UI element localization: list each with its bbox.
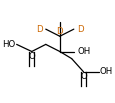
Text: D: D: [36, 25, 42, 34]
Text: OH: OH: [99, 67, 112, 76]
Text: HO: HO: [2, 40, 15, 49]
Text: OH: OH: [76, 47, 90, 56]
Text: D: D: [76, 25, 83, 34]
Text: O: O: [79, 72, 86, 81]
Text: O: O: [28, 52, 35, 61]
Text: D: D: [56, 27, 63, 36]
